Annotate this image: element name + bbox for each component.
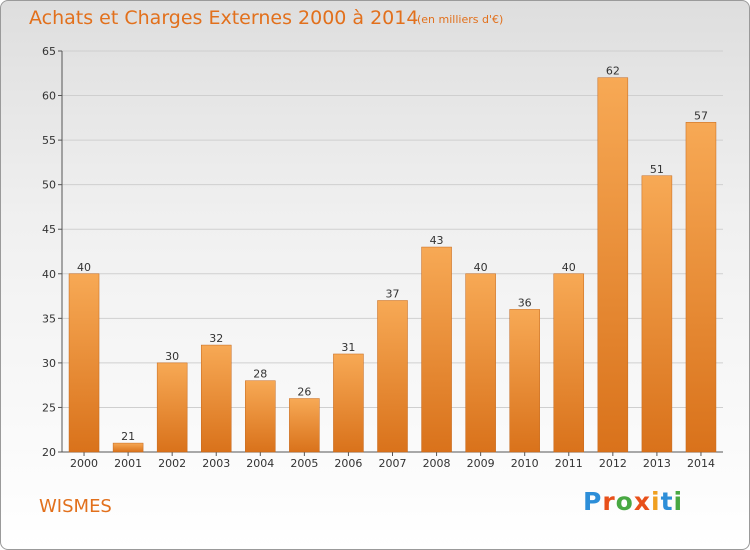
x-tick-label: 2000	[70, 457, 98, 470]
chart-subtitle: (en milliers d'€)	[417, 13, 504, 26]
x-tick-label: 2011	[555, 457, 583, 470]
y-tick-label: 40	[42, 268, 56, 281]
bar	[200, 344, 232, 453]
logo-letter: i	[651, 487, 661, 516]
logo-letter: P	[583, 487, 603, 516]
bar	[377, 300, 408, 453]
y-tick-label: 65	[42, 45, 56, 58]
bar-value-label: 51	[650, 163, 664, 176]
bar	[421, 246, 452, 453]
bar	[156, 362, 188, 453]
bar-value-label: 31	[341, 341, 355, 354]
bar	[597, 77, 629, 453]
x-tick-label: 2006	[334, 457, 362, 470]
y-tick-label: 60	[42, 90, 56, 103]
x-tick-label: 2005	[290, 457, 318, 470]
bar-value-label: 40	[474, 261, 488, 274]
bars	[68, 77, 717, 453]
bar-value-label: 57	[694, 109, 708, 122]
bar-value-label: 28	[253, 368, 267, 381]
bar	[289, 398, 320, 453]
y-tick-label: 50	[42, 179, 56, 192]
logo-letter: i	[673, 487, 684, 516]
x-tick-label: 2009	[467, 457, 495, 470]
bar-value-label: 26	[297, 386, 311, 399]
bar-value-label: 62	[606, 65, 620, 78]
x-tick-label: 2003	[202, 457, 230, 470]
bar	[112, 442, 144, 453]
bar-value-label: 43	[430, 234, 444, 247]
bar-value-label: 37	[386, 288, 400, 301]
bar	[641, 175, 673, 453]
labels: 40 21 30 32 28 26 31 37 43 40 36 40 62 51 57	[77, 65, 708, 443]
x-tick-label: 2002	[158, 457, 186, 470]
x-tick-label: 2004	[246, 457, 274, 470]
x-tick-label: 2014	[687, 457, 715, 470]
x-tick-label: 2001	[114, 457, 142, 470]
x-tick-label: 2012	[599, 457, 627, 470]
x-tick-label: 2007	[379, 457, 407, 470]
bar-value-label: 36	[518, 296, 532, 309]
bar	[509, 309, 540, 453]
y-tick-label: 30	[42, 357, 56, 370]
bar	[553, 273, 585, 453]
logo-letter: x	[633, 487, 651, 516]
y-tick-label: 25	[42, 401, 56, 414]
logo-letter: t	[660, 487, 674, 516]
bar	[685, 122, 717, 453]
bar	[333, 353, 364, 453]
logo-letter: r	[602, 487, 616, 516]
bar	[68, 273, 100, 453]
x-tick-label: 2010	[511, 457, 539, 470]
y-tick-label: 35	[42, 312, 56, 325]
x-tick-label: 2008	[423, 457, 451, 470]
bar-value-label: 40	[77, 261, 91, 274]
bar	[245, 380, 276, 453]
y-tick-label: 20	[42, 446, 56, 459]
bar-value-label: 21	[121, 430, 135, 443]
bar-value-label: 30	[165, 350, 179, 363]
proxiti-logo: Proxiti	[583, 487, 683, 516]
chart-title: Achats et Charges Externes 2000 à 2014	[29, 7, 419, 29]
y-tick-label: 45	[42, 223, 56, 236]
bar	[465, 273, 496, 453]
bar-value-label: 32	[209, 332, 223, 345]
y-tick-label: 55	[42, 134, 56, 147]
logo-letter: o	[615, 487, 634, 516]
commune-name: WISMES	[39, 496, 112, 517]
bar-value-label: 40	[562, 261, 576, 274]
x-tick-label: 2013	[643, 457, 671, 470]
